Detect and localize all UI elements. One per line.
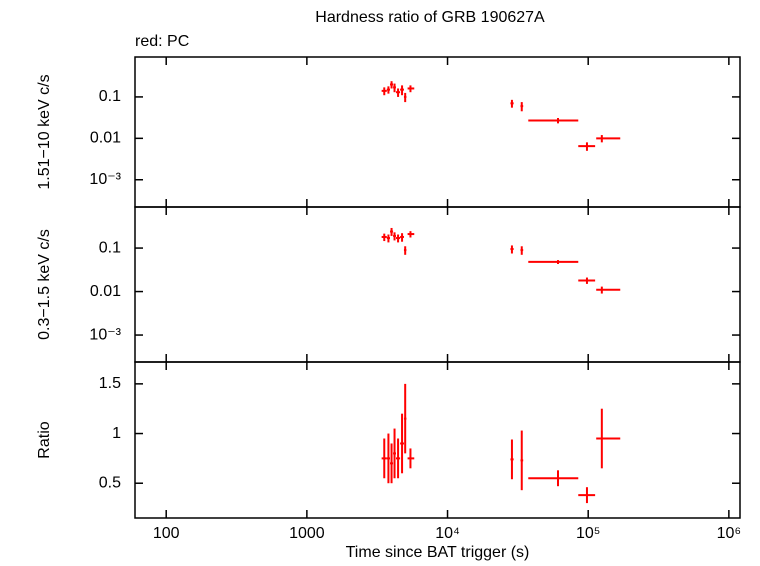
x-tick-label: 1000 bbox=[289, 525, 325, 542]
y-tick-label: 10⁻³ bbox=[89, 171, 121, 188]
y-tick-label: 0.01 bbox=[90, 130, 121, 147]
plot-frame bbox=[134, 361, 741, 519]
x-tick-label: 10⁴ bbox=[435, 525, 460, 542]
x-axis-label: Time since BAT trigger (s) bbox=[346, 544, 530, 561]
y-axis-label: 0.3−1.5 keV c/s bbox=[36, 229, 53, 340]
y-tick-label: 0.01 bbox=[90, 283, 121, 300]
x-tick-label: 100 bbox=[153, 525, 180, 542]
chart-subtitle: red: PC bbox=[135, 33, 189, 50]
y-tick-label: 0.1 bbox=[99, 88, 121, 105]
y-tick-label: 0.5 bbox=[99, 474, 121, 491]
x-tick-label: 10⁵ bbox=[576, 525, 600, 542]
y-tick-label: 0.1 bbox=[99, 239, 121, 256]
y-axis-label: Ratio bbox=[36, 421, 53, 458]
y-tick-label: 10⁻³ bbox=[89, 326, 121, 343]
y-axis-label: 1.51−10 keV c/s bbox=[36, 74, 53, 189]
y-tick-label: 1 bbox=[112, 425, 121, 442]
chart-title: Hardness ratio of GRB 190627A bbox=[315, 9, 545, 26]
x-tick-label: 10⁶ bbox=[717, 525, 741, 542]
y-tick-label: 1.5 bbox=[99, 375, 121, 392]
